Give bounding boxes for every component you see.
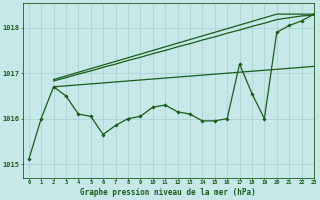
X-axis label: Graphe pression niveau de la mer (hPa): Graphe pression niveau de la mer (hPa) <box>80 188 256 197</box>
